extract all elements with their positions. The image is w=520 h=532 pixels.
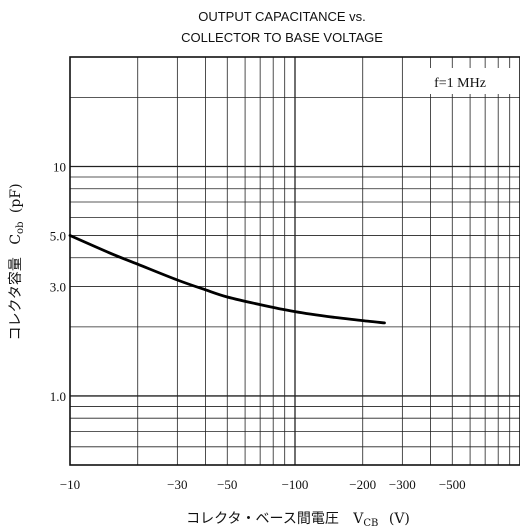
x-axis-subscript: CB: [363, 518, 378, 529]
y-tick-label: 5.0: [50, 229, 66, 244]
y-tick-label: 3.0: [50, 279, 66, 294]
y-tick-labels: 1.0 3.0 5.0 10: [50, 159, 66, 403]
x-axis-unit: (V): [389, 511, 410, 527]
x-axis-label-text: コレクタ・ベース間電圧: [186, 511, 339, 527]
y-axis-unit: (pF): [8, 183, 24, 213]
y-tick-label: 10: [53, 159, 66, 174]
chart-title: OUTPUT CAPACITANCE vs.: [198, 9, 366, 24]
plot-frame: [69, 56, 520, 466]
x-axis-label: コレクタ・ベース間電圧 VCB (V): [186, 511, 410, 530]
x-tick-label: −200: [349, 477, 376, 492]
x-tick-label: −300: [389, 477, 416, 492]
x-tick-labels: −10 −30 −50 −100 −200 −300 −500: [60, 477, 466, 492]
series-layer: [68, 234, 386, 325]
annotation-box: [405, 68, 515, 94]
x-tick-label: −10: [60, 477, 80, 492]
grid: [70, 57, 520, 465]
frequency-annotation: f=1 MHz: [434, 76, 486, 91]
x-tick-label: −50: [217, 477, 237, 492]
x-tick-label: −100: [282, 477, 309, 492]
series-line-0: [68, 234, 386, 325]
y-tick-label: 1.0: [50, 389, 66, 404]
x-tick-label: −30: [167, 477, 187, 492]
x-tick-label: −500: [439, 477, 466, 492]
chart-subtitle: COLLECTOR TO BASE VOLTAGE: [181, 30, 383, 45]
y-axis-label: コレクタ容量 Cob (pF): [7, 183, 27, 340]
y-axis-label-text: コレクタ容量: [7, 257, 24, 340]
y-axis-symbol: C: [8, 234, 24, 245]
y-axis-subscript: ob: [15, 222, 26, 234]
x-axis-symbol: V: [352, 511, 364, 527]
